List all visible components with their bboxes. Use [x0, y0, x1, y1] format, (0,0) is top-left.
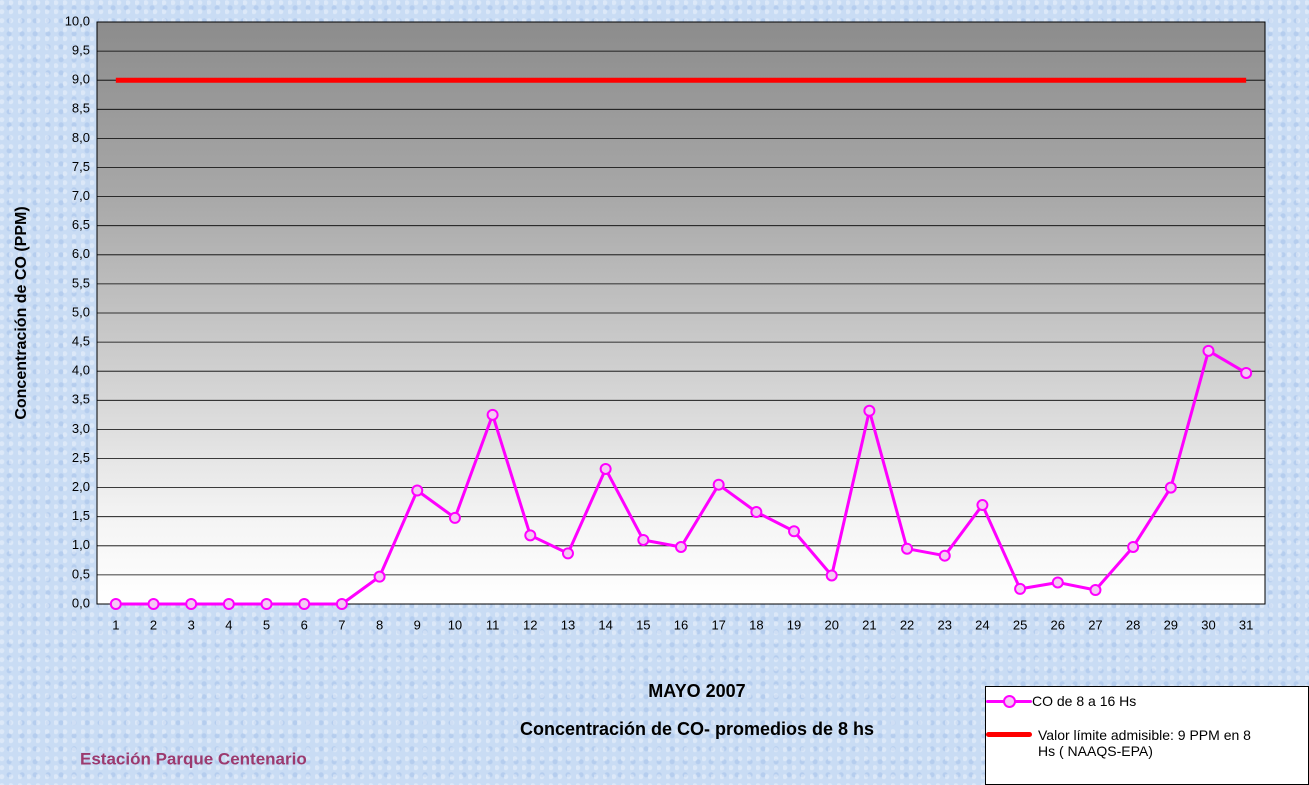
x-tick-label: 19	[787, 617, 801, 632]
y-tick-label: 6,5	[72, 217, 90, 232]
legend-item: CO de 8 a 16 Hs	[986, 693, 1262, 709]
legend-label: Valor límite admisible: 9 PPM en 8 Hs ( …	[1032, 727, 1268, 759]
x-tick-label: 11	[486, 617, 500, 632]
data-point	[1015, 584, 1025, 594]
legend-label: CO de 8 a 16 Hs	[1032, 693, 1262, 709]
x-tick-label: 15	[636, 617, 650, 632]
x-tick-label: 25	[1013, 617, 1027, 632]
data-point	[149, 599, 159, 609]
legend-swatch	[986, 727, 1032, 743]
y-tick-label: 3,0	[72, 421, 90, 436]
x-tick-label: 1	[112, 617, 119, 632]
x-tick-label: 17	[711, 617, 725, 632]
y-tick-label: 10,0	[65, 13, 90, 28]
y-tick-label: 2,5	[72, 450, 90, 465]
data-point	[902, 544, 912, 554]
x-tick-label: 23	[938, 617, 952, 632]
y-tick-label: 3,5	[72, 392, 90, 407]
x-tick-label: 21	[862, 617, 876, 632]
data-point	[111, 599, 121, 609]
y-tick-label: 5,5	[72, 275, 90, 290]
data-point	[789, 526, 799, 536]
x-tick-label: 22	[900, 617, 914, 632]
legend: CO de 8 a 16 Hs Valor límite admisible: 9…	[985, 686, 1309, 785]
data-point	[186, 599, 196, 609]
data-point	[1166, 483, 1176, 493]
legend-swatch	[986, 693, 1032, 709]
y-tick-label: 1,5	[72, 508, 90, 523]
x-axis-title: MAYO 2007	[648, 681, 745, 701]
page: Concentración de CO (PPM) MAYO 2007 Conc…	[0, 0, 1309, 785]
legend-item: Valor límite admisible: 9 PPM en 8 Hs ( …	[986, 727, 1268, 759]
y-tick-label: 2,0	[72, 479, 90, 494]
data-point	[864, 406, 874, 416]
y-tick-label: 9,5	[72, 43, 90, 58]
data-point	[450, 513, 460, 523]
x-tick-label: 7	[338, 617, 345, 632]
data-point	[262, 599, 272, 609]
x-tick-label: 27	[1088, 617, 1102, 632]
x-tick-label: 18	[749, 617, 763, 632]
data-point	[488, 410, 498, 420]
x-tick-label: 10	[448, 617, 462, 632]
data-point	[337, 599, 347, 609]
y-tick-label: 8,0	[72, 130, 90, 145]
data-point	[676, 542, 686, 552]
y-tick-label: 6,0	[72, 246, 90, 261]
x-tick-label: 16	[674, 617, 688, 632]
subtitle: Concentración de CO- promedios de 8 hs	[520, 719, 874, 739]
y-tick-label: 8,5	[72, 101, 90, 116]
data-point	[714, 480, 724, 490]
x-tick-label: 29	[1164, 617, 1178, 632]
data-point	[1203, 346, 1213, 356]
data-point	[977, 500, 987, 510]
data-point	[1053, 577, 1063, 587]
x-tick-label: 31	[1239, 617, 1253, 632]
y-tick-label: 1,0	[72, 537, 90, 552]
data-point	[375, 572, 385, 582]
x-tick-label: 13	[561, 617, 575, 632]
data-point	[1128, 542, 1138, 552]
x-tick-label: 14	[598, 617, 612, 632]
data-point	[412, 486, 422, 496]
data-point	[224, 599, 234, 609]
chart: Concentración de CO (PPM) MAYO 2007 Conc…	[0, 0, 1309, 785]
data-point	[827, 570, 837, 580]
x-tick-label: 12	[523, 617, 537, 632]
y-tick-label: 9,0	[72, 72, 90, 87]
data-point	[299, 599, 309, 609]
data-point	[638, 535, 648, 545]
y-tick-label: 7,0	[72, 188, 90, 203]
x-tick-label: 9	[414, 617, 421, 632]
data-point	[601, 464, 611, 474]
y-axis-title: Concentración de CO (PPM)	[13, 206, 30, 419]
y-tick-label: 0,0	[72, 595, 90, 610]
station-label: Estación Parque Centenario	[80, 749, 307, 768]
x-tick-label: 3	[188, 617, 195, 632]
x-tick-label: 26	[1051, 617, 1065, 632]
x-tick-label: 24	[975, 617, 989, 632]
data-point	[940, 551, 950, 561]
x-tick-label: 4	[225, 617, 232, 632]
data-point	[525, 530, 535, 540]
x-tick-label: 2	[150, 617, 157, 632]
x-tick-label: 28	[1126, 617, 1140, 632]
data-point	[1241, 368, 1251, 378]
data-point	[751, 507, 761, 517]
data-point	[563, 548, 573, 558]
x-tick-label: 6	[301, 617, 308, 632]
y-tick-label: 0,5	[72, 566, 90, 581]
y-tick-label: 4,0	[72, 363, 90, 378]
x-tick-label: 8	[376, 617, 383, 632]
x-tick-label: 20	[824, 617, 838, 632]
y-tick-label: 4,5	[72, 334, 90, 349]
y-tick-label: 5,0	[72, 304, 90, 319]
x-tick-label: 30	[1201, 617, 1215, 632]
data-point	[1090, 585, 1100, 595]
x-tick-label: 5	[263, 617, 270, 632]
y-tick-label: 7,5	[72, 159, 90, 174]
